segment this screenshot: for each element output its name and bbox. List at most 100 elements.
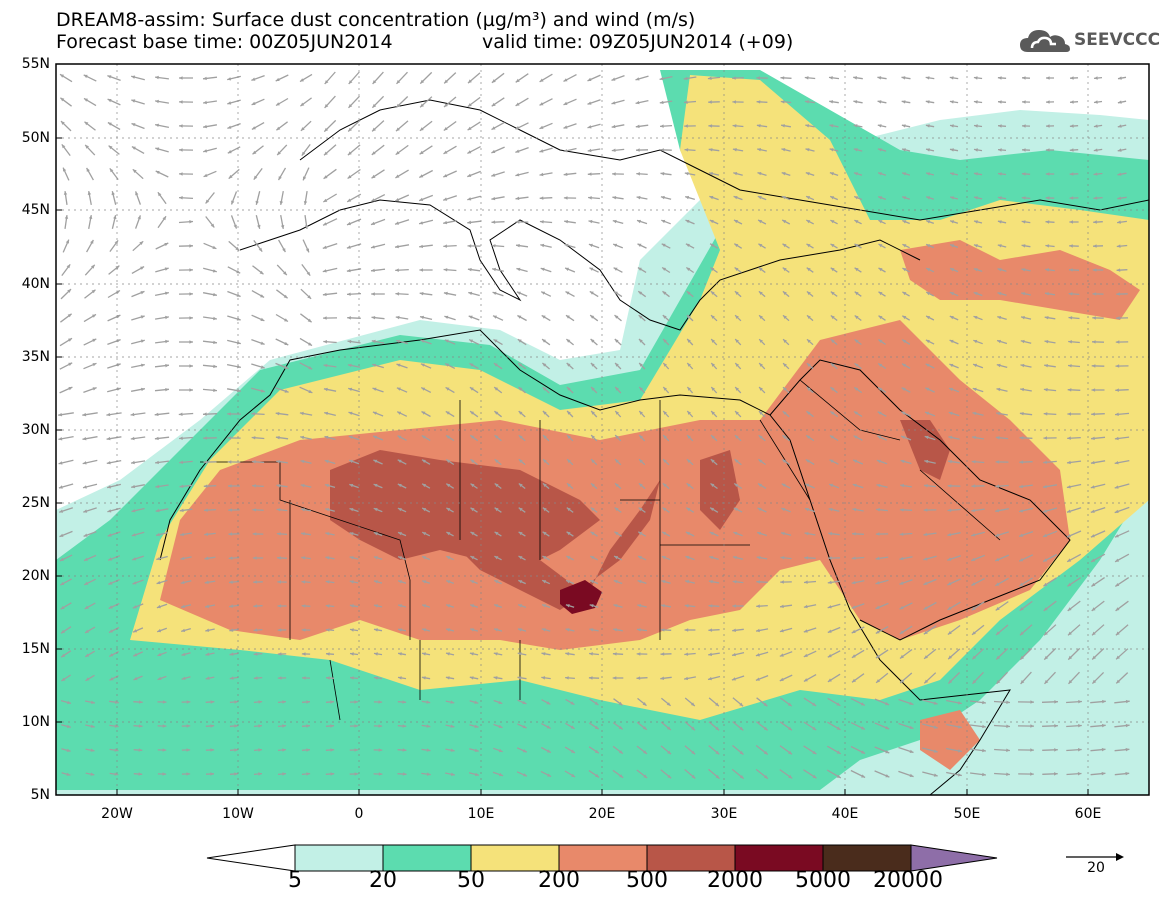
wind-arrow-head <box>491 220 496 224</box>
wind-arrow-head <box>378 772 383 776</box>
wind-arrow-head <box>165 339 169 344</box>
wind-arrow-head <box>398 604 402 608</box>
wind-arrow-head <box>661 580 666 584</box>
wind-arrow-head <box>588 243 593 248</box>
wind-arrow-head <box>759 315 763 319</box>
wind-arrow-head <box>106 461 111 465</box>
wind-arrow-head <box>1044 316 1049 320</box>
wind-arrow-head <box>467 103 472 107</box>
wind-arrow-head <box>446 556 451 560</box>
wind-arrow-head <box>806 435 811 439</box>
wind-arrow-head <box>732 628 736 632</box>
wind-arrow-head <box>829 483 834 488</box>
wind-arrow-head <box>58 437 63 441</box>
wind-arrow-head <box>1054 772 1058 776</box>
wind-arrow-head <box>300 102 305 107</box>
wind-arrow-head <box>140 315 145 319</box>
wind-arrow-head <box>1020 631 1024 636</box>
wind-arrow-head <box>189 364 193 368</box>
wind-arrow-head <box>114 748 119 752</box>
wind-arrow-head <box>812 774 817 779</box>
wind-arrow-head <box>709 195 714 200</box>
wind-arrow-head <box>830 315 835 320</box>
wind-arrow-head <box>782 243 787 248</box>
wind-arrow-head <box>541 291 546 295</box>
wind-arrow-head <box>829 172 834 176</box>
wind-arrow-head <box>141 363 145 367</box>
coastline-north <box>299 99 1149 221</box>
lon-tick-label: 30E <box>710 806 738 822</box>
wind-arrow-head <box>570 701 575 705</box>
wind-arrow-head <box>926 292 931 296</box>
wind-arrow-head <box>330 748 335 752</box>
wind-arrow-head <box>933 701 938 705</box>
wind-arrow-head <box>373 508 378 512</box>
wind-arrow-head <box>972 435 976 440</box>
wind-arrow-head <box>494 604 499 608</box>
wind-arrow-head <box>1067 412 1071 416</box>
wind-arrow-head <box>371 316 376 320</box>
wind-arrow-head <box>282 748 286 752</box>
wind-arrow-head <box>445 676 450 680</box>
wind-arrow-head <box>426 748 431 752</box>
wind-arrow-head <box>419 244 423 249</box>
wind-arrow-head <box>229 604 233 608</box>
wind-arrow-head <box>923 606 928 610</box>
wind-arrow-head <box>491 244 496 248</box>
wind-arrow-head <box>470 459 475 463</box>
wind-arrow-head <box>1117 196 1122 200</box>
wind-arrow-head <box>227 460 232 464</box>
wind-arrow-head <box>885 702 890 706</box>
wind-arrow-head <box>1066 485 1071 489</box>
wind-arrow-head <box>566 507 571 512</box>
wind-arrow-head <box>493 339 498 343</box>
wind-arrow-head <box>1022 76 1026 80</box>
wind-arrow-head <box>443 197 448 201</box>
wind-arrow-head <box>180 532 184 537</box>
wind-arrow-head <box>1093 196 1098 200</box>
wind-arrow-head <box>926 172 930 176</box>
wind-arrow-head <box>783 315 787 319</box>
wind-arrow-head <box>615 387 619 391</box>
wind-arrow-head <box>1068 340 1072 344</box>
wind-arrow-head <box>636 148 640 152</box>
wind-arrow-head <box>421 435 426 439</box>
wind-arrow-head <box>860 726 865 730</box>
wind-arrow-head <box>1054 748 1058 752</box>
wind-arrow-head <box>251 77 256 81</box>
wind-arrow-head <box>396 363 401 367</box>
lat-tick-label: 15N <box>21 641 50 657</box>
wind-arrow-head <box>691 774 696 779</box>
wind-arrow-head <box>974 196 978 200</box>
wind-arrow-head <box>948 411 953 416</box>
wind-arrow-head <box>422 532 427 536</box>
wind-arrow-head <box>566 315 570 319</box>
wind-arrow-head <box>759 339 763 343</box>
wind-arrow-head <box>252 556 257 560</box>
wind-arrow-head <box>1043 509 1047 513</box>
wind-arrow-head <box>276 508 281 512</box>
wind-arrow-head <box>517 339 522 343</box>
wind-arrow-head <box>996 680 1001 684</box>
wind-arrow-head <box>997 220 1002 224</box>
wind-arrow-head <box>306 271 311 276</box>
wind-arrow-head <box>1046 76 1050 80</box>
wind-arrow-head <box>116 315 121 319</box>
wind-arrow-head <box>107 485 111 489</box>
wind-arrow-head <box>806 267 811 272</box>
wind-arrow-head <box>782 220 787 224</box>
lat-tick-label: 30N <box>21 422 50 438</box>
wind-arrow-head <box>493 363 498 367</box>
wind-arrow-head <box>300 508 305 512</box>
wind-arrow-head <box>108 605 113 609</box>
wind-arrow-head <box>493 676 498 680</box>
wind-arrow-head <box>539 172 544 177</box>
wind-arrow-head <box>235 246 240 251</box>
wind-arrow-head <box>88 215 93 219</box>
wind-arrow-head <box>494 483 499 488</box>
wind-arrow-head <box>1093 220 1097 224</box>
wind-arrow-head <box>467 244 472 248</box>
wind-arrow-head <box>354 772 359 776</box>
wind-arrow-head <box>806 291 811 296</box>
